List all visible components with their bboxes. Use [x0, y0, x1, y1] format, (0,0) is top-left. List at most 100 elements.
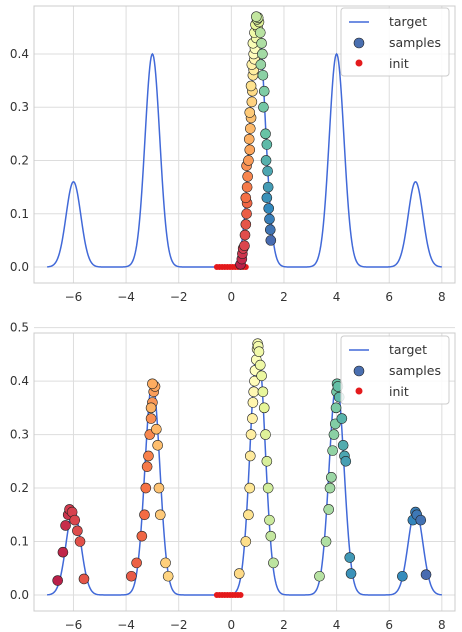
sample-point — [245, 80, 257, 92]
x-tick-label: 0 — [228, 618, 236, 632]
sample-point — [145, 413, 157, 424]
sample-point — [162, 570, 174, 582]
sample-point — [241, 208, 252, 220]
x-tick-label: 6 — [385, 618, 393, 632]
sample-point — [415, 514, 427, 526]
legend-init-swatch — [355, 59, 363, 67]
legend-samples-label: samples — [389, 363, 441, 378]
sample-point — [254, 359, 266, 371]
sample-point — [320, 536, 332, 547]
sample-point — [261, 139, 273, 150]
legend-init-label: init — [389, 384, 409, 399]
y-tick-label: 0.0 — [10, 260, 29, 274]
sample-point — [324, 482, 336, 494]
sample-point — [258, 101, 269, 113]
sample-point — [72, 525, 83, 537]
sample-point — [261, 192, 273, 204]
legend: target samples init — [340, 7, 450, 77]
sample-point — [147, 378, 158, 390]
sample-point — [141, 461, 153, 472]
y-tick-label: 0.1 — [10, 207, 29, 221]
sample-point — [345, 568, 357, 579]
sample-point — [262, 165, 273, 177]
sample-point — [420, 569, 432, 580]
sample-point — [242, 171, 253, 182]
legend-samples-swatch — [353, 37, 365, 49]
sample-point — [326, 472, 337, 483]
sample-point — [253, 346, 265, 358]
sample-point — [258, 402, 270, 414]
sample-point — [240, 192, 252, 204]
x-tick-label: 6 — [385, 290, 393, 304]
sample-point — [263, 203, 275, 214]
sample-point — [264, 213, 275, 225]
sample-point — [257, 69, 269, 81]
sample-point — [262, 482, 274, 494]
sample-point — [240, 536, 252, 547]
sample-point — [337, 439, 349, 451]
x-tick-label: −2 — [170, 290, 188, 304]
sample-point — [251, 11, 262, 22]
sample-point — [330, 402, 342, 414]
sample-point — [397, 570, 408, 582]
legend-box — [340, 7, 450, 77]
sample-point — [257, 386, 269, 398]
y-tick-label: 0.3 — [10, 428, 29, 442]
axes-frame — [33, 332, 456, 612]
legend: target samples init — [340, 335, 450, 405]
sample-point — [126, 570, 137, 582]
sample-point — [336, 413, 348, 424]
sample-point — [323, 504, 335, 515]
y-tick-label: 0.4 — [10, 47, 29, 61]
sample-point — [244, 144, 256, 156]
x-tick-label: 2 — [280, 618, 288, 632]
sample-point — [260, 429, 271, 440]
y-tick-label: 0.2 — [10, 153, 29, 167]
legend-samples-swatch — [353, 365, 365, 377]
sample-point — [314, 570, 325, 582]
x-tick-label: 4 — [333, 290, 341, 304]
x-tick-label: 0 — [228, 290, 236, 304]
y-tick-label: 0.2 — [10, 481, 29, 495]
sample-point — [233, 568, 245, 579]
top-panel: −6 −4 −2 0 2 4 6 8 0.0 0.1 0.2 0.3 0.4 target samples i… — [10, 5, 456, 304]
y-tick-label: 0.1 — [10, 535, 29, 549]
sample-point — [140, 482, 152, 494]
sample-point — [264, 514, 275, 526]
sample-point — [74, 536, 86, 547]
sample-point — [256, 370, 267, 382]
y-tick-label: 0.4 — [10, 374, 29, 388]
bottom-panel: −6 −4 −2 0 2 4 6 8 0.0 0.1 0.2 0.3 0.4 0.5 target sampl… — [10, 321, 456, 632]
sample-point — [52, 575, 63, 586]
sample-point — [262, 181, 274, 193]
legend-target-label: target — [389, 342, 427, 357]
sample-point — [160, 557, 171, 569]
sample-point — [243, 133, 255, 145]
x-tick-label: −2 — [170, 618, 188, 632]
legend-box — [340, 335, 450, 405]
sample-point — [244, 107, 256, 118]
sample-point — [153, 482, 165, 494]
sample-point — [256, 37, 267, 49]
sample-point — [268, 557, 279, 569]
sample-point — [246, 96, 258, 108]
sample-point — [327, 445, 338, 456]
sample-point — [249, 375, 260, 387]
sample-point — [265, 235, 277, 246]
sample-point — [139, 509, 150, 521]
sample-point — [151, 423, 162, 435]
sample-point — [264, 224, 276, 236]
sample-point — [243, 155, 254, 166]
init-point — [237, 591, 244, 598]
x-tick-label: −6 — [65, 618, 83, 632]
sample-point — [143, 450, 154, 462]
y-tick-label: 0.3 — [10, 100, 29, 114]
sample-point — [60, 520, 71, 531]
sample-point — [152, 439, 163, 451]
sample-point — [69, 514, 81, 526]
sample-point — [255, 59, 267, 70]
sample-point — [240, 219, 252, 230]
legend-init-swatch — [355, 387, 363, 395]
sample-point — [244, 123, 256, 134]
